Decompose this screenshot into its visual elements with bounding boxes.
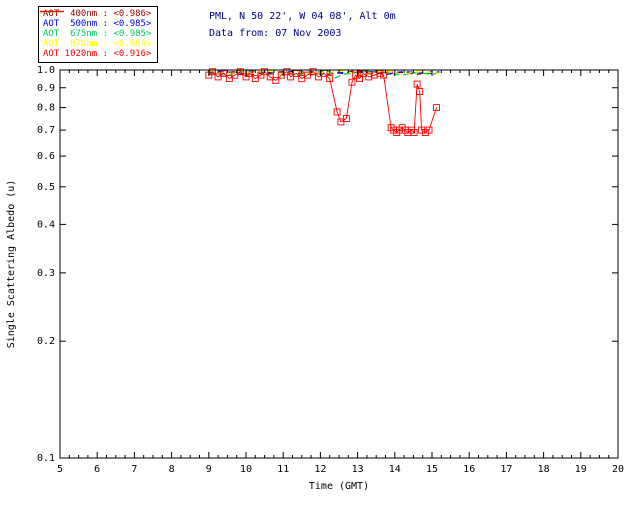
data-point-marker (272, 76, 280, 84)
data-point-marker (298, 75, 306, 83)
data-point-marker (309, 68, 317, 76)
y-tick-label: 0.6 (37, 151, 55, 162)
legend-label: AOT 870nm : <0.984> (43, 39, 152, 49)
x-tick-label: 14 (389, 464, 401, 475)
y-tick-label: 0.3 (37, 268, 55, 279)
data-point-marker (410, 129, 418, 136)
data-point-marker (418, 126, 426, 134)
legend-item-675nm: AOT 675nm : <0.985> (40, 10, 152, 39)
y-tick-label: 0.4 (37, 219, 55, 230)
data-point-marker (315, 73, 322, 81)
x-tick-label: 9 (206, 464, 212, 475)
legend-label: AOT 1020nm : <0.916> (43, 49, 152, 59)
data-point-marker (251, 75, 259, 83)
legend-item-870nm: AOT 870nm : <0.984> (40, 10, 152, 49)
data-point-marker (421, 129, 429, 136)
series-layer (205, 68, 440, 136)
x-tick-label: 12 (314, 464, 326, 475)
data-point-marker (283, 68, 291, 76)
data-point-marker (348, 78, 356, 86)
axis-labels-layer: 5 6 7 8 9 10 11 12 13 14 15 16 17 18 19 20 1.0 0.9 0.8 0.7 0… (37, 65, 624, 475)
data-point-marker (356, 75, 363, 83)
y-tick-label: 0.5 (37, 182, 55, 193)
axes-layer (59, 69, 619, 459)
x-tick-label: 16 (463, 464, 475, 475)
y-tick-label: 0.8 (37, 103, 55, 114)
x-tick-label: 8 (169, 464, 175, 475)
data-point-marker (413, 80, 421, 88)
x-tick-label: 18 (538, 464, 550, 475)
data-point-marker (209, 68, 216, 76)
data-point-marker (425, 126, 433, 134)
y-tick-label: 0.9 (37, 83, 55, 94)
data-point-marker (326, 75, 334, 83)
series-1020nm (205, 68, 440, 136)
y-tick-label: 1.0 (37, 65, 55, 76)
legend-label: AOT 675nm : <0.985> (43, 29, 152, 39)
y-tick-label: 0.1 (37, 453, 55, 464)
header-date: Data from: 07 Nov 2003 (209, 28, 342, 39)
x-tick-label: 15 (426, 464, 438, 475)
data-point-marker (342, 115, 350, 122)
legend-label: AOT 500nm : <0.985> (43, 19, 152, 29)
data-point-marker (266, 73, 274, 81)
x-tick-label: 11 (277, 464, 289, 475)
data-point-marker (416, 88, 424, 95)
x-tick-label: 20 (612, 464, 624, 475)
chart-header: PML, N 50 22', W 04 08', Alt 0m Data fro… (209, 8, 396, 42)
series-870nm (208, 70, 440, 75)
legend-item-1020nm: AOT 1020nm : <0.916> (40, 10, 152, 59)
legend-item-500nm: AOT 500nm : <0.985> (40, 10, 152, 29)
legend-line-sample (40, 10, 64, 13)
x-tick-label: 5 (57, 464, 63, 475)
plot-border (59, 69, 619, 459)
data-point-marker (261, 68, 269, 76)
data-point-marker (236, 68, 244, 76)
data-point-marker (214, 73, 222, 81)
data-point-marker (287, 73, 295, 81)
x-tick-label: 19 (575, 464, 587, 475)
x-tick-label: 17 (500, 464, 512, 475)
y-tick-label: 0.2 (37, 336, 55, 347)
y-tick-label: 0.7 (37, 125, 55, 136)
x-axis-title: Time (GMT) (309, 481, 369, 492)
data-point-marker (380, 71, 388, 79)
y-axis-title: Single Scattering Albedo (u) (6, 180, 17, 349)
header-location: PML, N 50 22', W 04 08', Alt 0m (209, 11, 396, 22)
x-tick-label: 10 (240, 464, 252, 475)
x-tick-label: 13 (352, 464, 364, 475)
series-675nm (208, 70, 440, 79)
data-point-marker (352, 71, 360, 79)
data-point-marker (365, 73, 373, 81)
legend: AOT 400nm : <0.986> AOT 500nm : <0.985> AO… (38, 6, 159, 63)
data-point-marker (433, 104, 440, 112)
data-point-marker (225, 75, 233, 83)
x-tick-label: 6 (94, 464, 100, 475)
x-tick-label: 7 (131, 464, 137, 475)
data-point-marker (333, 108, 341, 116)
legend-label: AOT 400nm : <0.986> (43, 9, 152, 19)
